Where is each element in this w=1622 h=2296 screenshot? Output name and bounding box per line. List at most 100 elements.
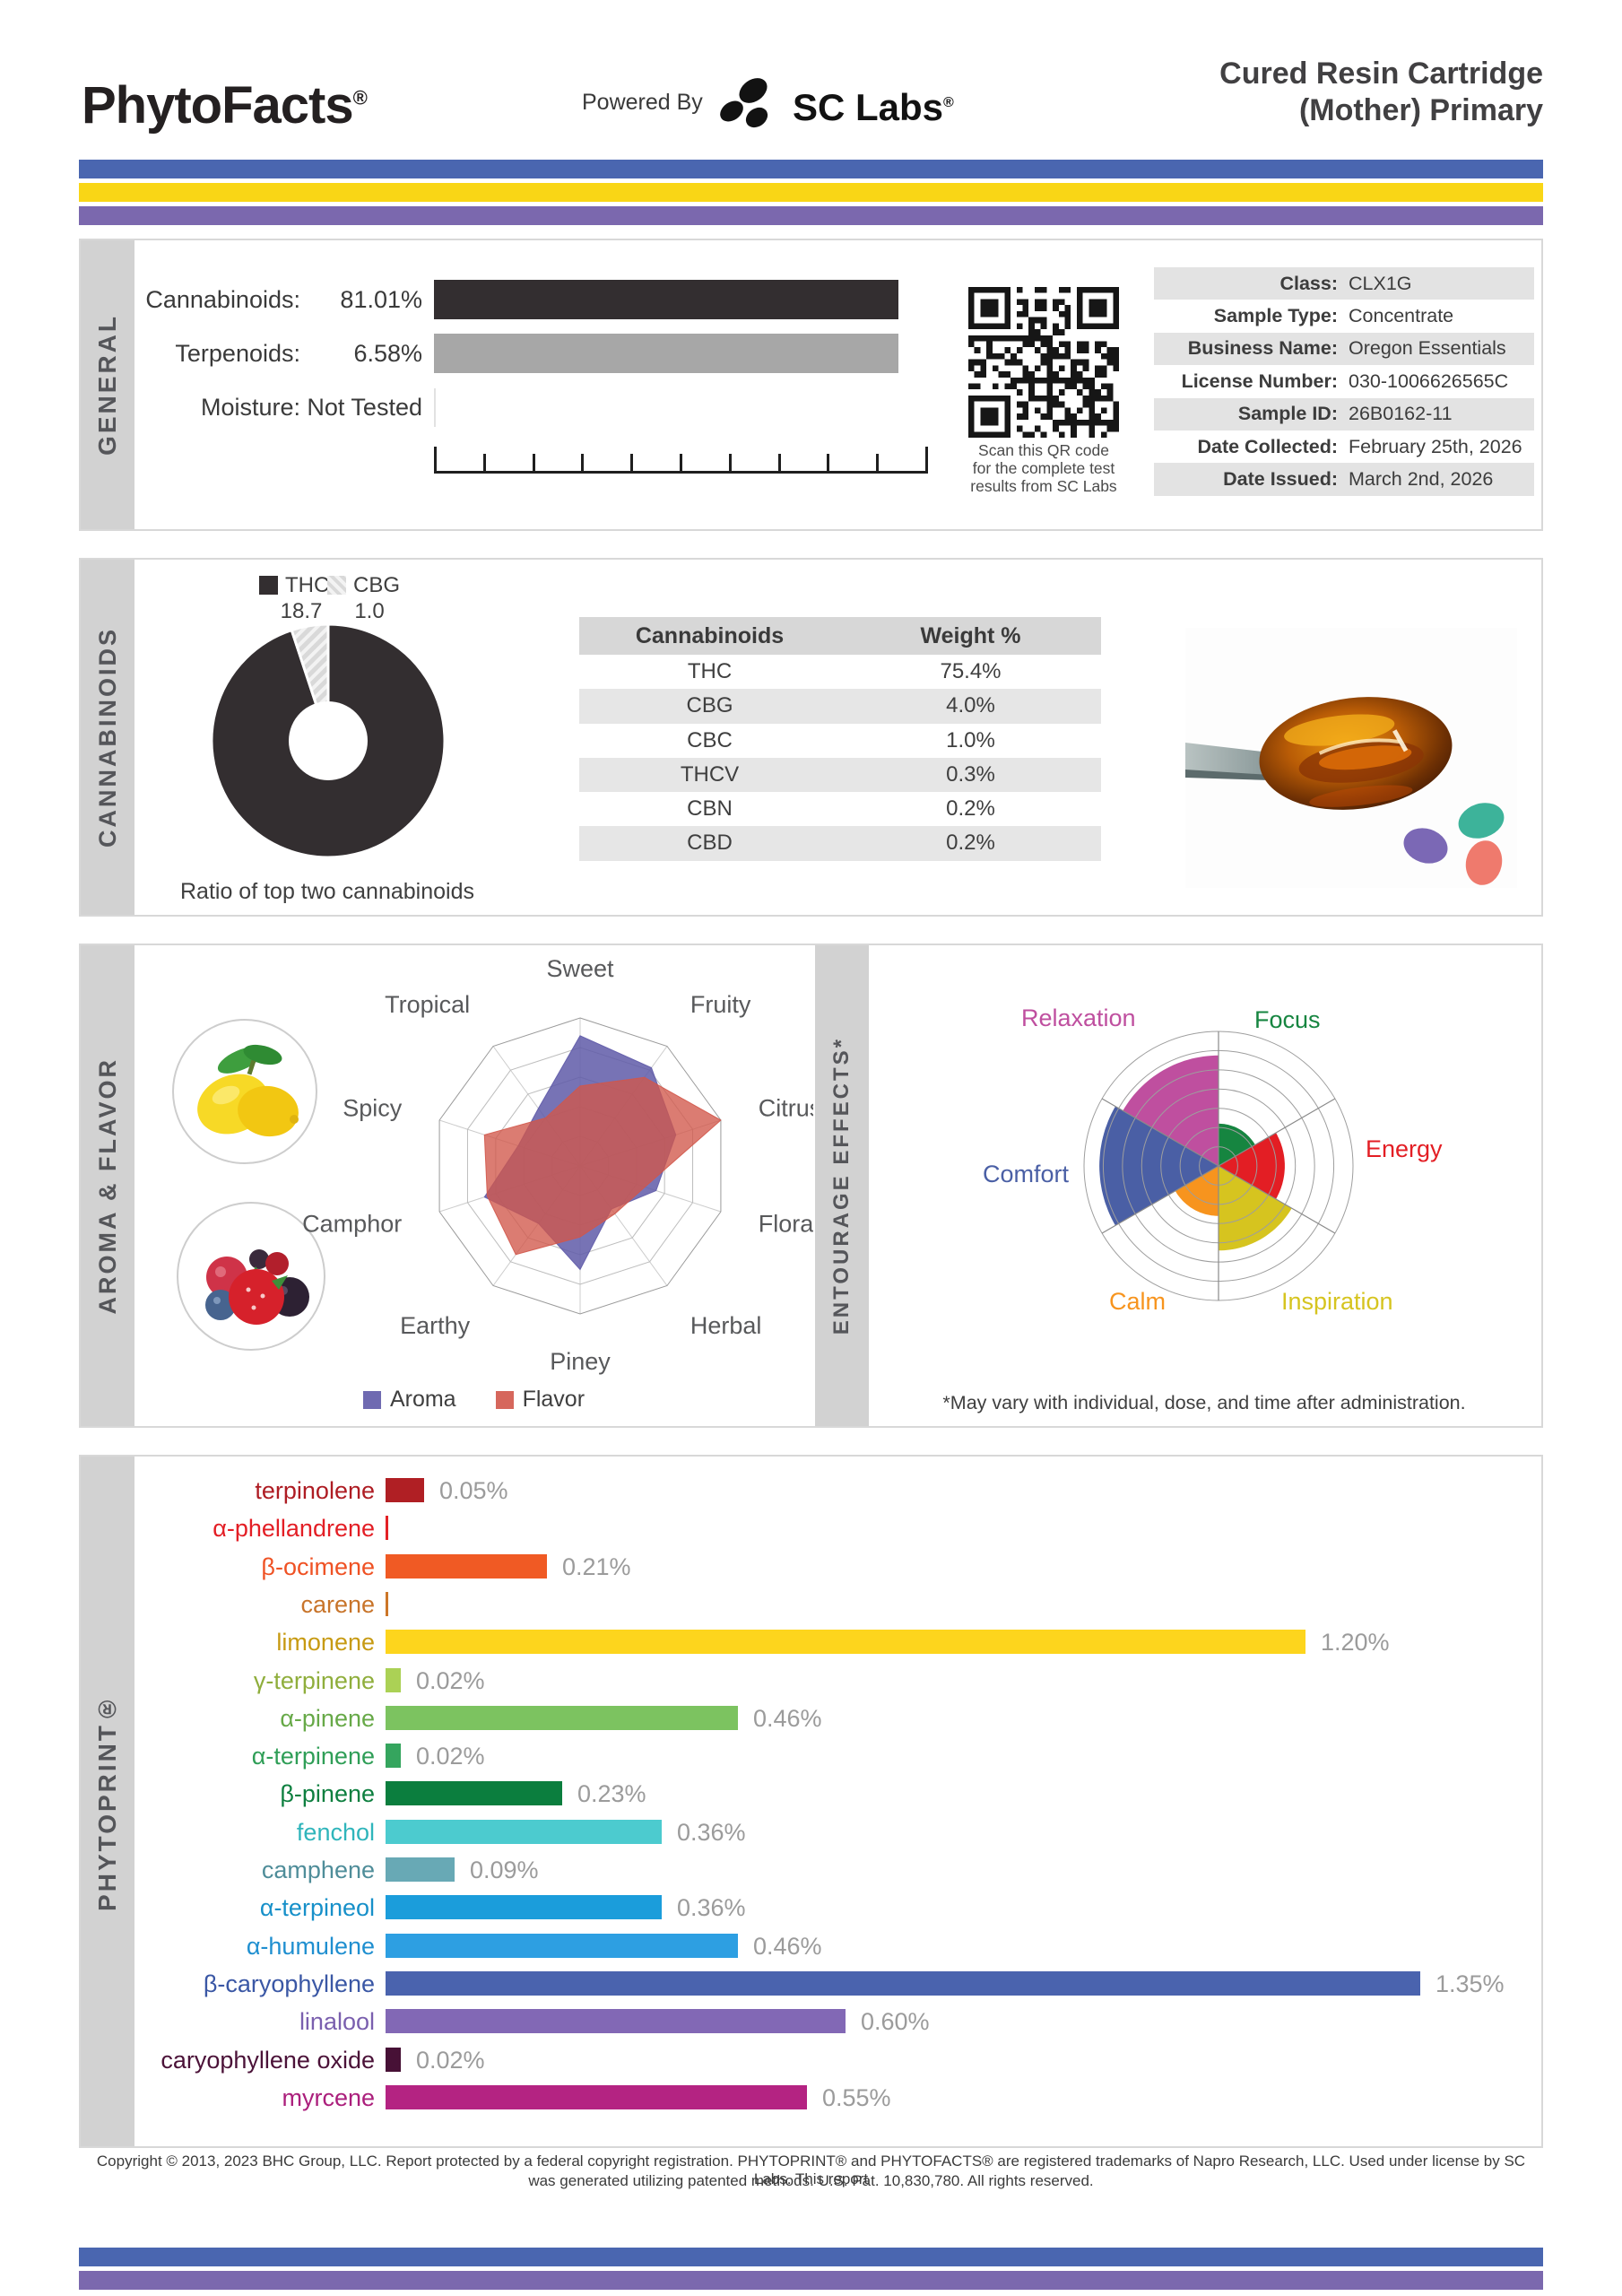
scale-ruler-tick [581, 454, 584, 474]
terpene-label: α-pinene [280, 1704, 375, 1732]
cannabinoid-table-cell: CBN [687, 796, 733, 822]
terpene-bar [386, 1933, 738, 1958]
radar-axis-label: Earthy [400, 1312, 471, 1339]
cannabinoid-table-cell: 1.0% [946, 727, 995, 752]
info-row-value: Concentrate [1349, 305, 1454, 327]
report-title-line2: (Mother) Primary [1298, 93, 1543, 128]
terpene-label: fenchol [296, 1818, 375, 1846]
radar-axis-label: Herbal [690, 1312, 762, 1339]
terpene-value: 0.09% [470, 1857, 539, 1883]
report-title: Cured Resin Cartridge (Mother) Primary [1219, 56, 1543, 130]
info-row-value: 26B0162-11 [1349, 403, 1453, 425]
cannabinoid-table-cell: 4.0% [946, 693, 995, 718]
terpene-bar [386, 1667, 401, 1692]
terpene-bar [386, 1630, 1305, 1655]
terpene-bar [386, 1970, 1420, 1996]
brand-stripe-blue [79, 160, 1543, 178]
resin-blob [1259, 697, 1453, 810]
radar-series-flavor [483, 1076, 722, 1256]
radar-legend-swatch [362, 1390, 381, 1409]
general-metric-label: Cannabinoids: [145, 286, 300, 313]
powered-by-label: Powered By [582, 90, 703, 115]
lab-name-text: SC Labs [793, 86, 944, 128]
terpene-value: 0.60% [861, 2008, 930, 2036]
terpene-label: carene [300, 1590, 375, 1618]
sc-labs-seed-logo-icon [720, 78, 768, 128]
cannabinoids-section-label: CANNABINOIDS [93, 626, 121, 848]
terpene-bar [386, 1819, 662, 1844]
brand-text: PhytoFacts [82, 76, 354, 135]
general-metric-label: Terpenoids: [175, 340, 300, 367]
scale-ruler-tick [778, 454, 781, 474]
info-table-row: Business Name: Oregon Essentials [1154, 332, 1534, 366]
info-row-value: CLX1G [1349, 272, 1412, 294]
qr-caption-line: results from SC Labs [970, 477, 1117, 495]
info-row-label: Date Collected: [1197, 435, 1338, 457]
phytoprint-section: PHYTOPRINT® terpinolene 0.05% α-phellandre… [79, 1455, 1543, 2148]
info-row-value: March 2nd, 2026 [1349, 468, 1494, 491]
general-section: GENERAL Cannabinoids: 81.01% Terpenoids: 6.… [79, 239, 1543, 531]
effect-sector-energy [1219, 1133, 1285, 1199]
terpene-bar [386, 1857, 455, 1882]
sc-labs-wordmark: SC Labs® [793, 86, 954, 129]
radar-axis-label: Sweet [546, 955, 614, 982]
cannabinoid-table-cell: 0.3% [946, 761, 995, 787]
aroma-flavor-section-strip: AROMA & FLAVOR [81, 945, 134, 1426]
terpene-label: terpinolene [255, 1477, 375, 1504]
terpene-value: 0.36% [677, 1894, 746, 1922]
cannabinoid-table-cell: THC [687, 659, 733, 683]
entourage-section-label: ENTOURAGE EFFECTS* [829, 1036, 854, 1335]
scale-ruler-tick [680, 454, 682, 474]
general-metric-value: Not Tested [307, 394, 422, 421]
info-row-label: Class: [1279, 272, 1338, 294]
report-title-line1: Cured Resin Cartridge [1219, 57, 1543, 91]
terpene-value: 0.55% [822, 2083, 891, 2111]
radar-axis-label: Spicy [343, 1094, 403, 1121]
footer-line2: was generated utilizing patented methods… [528, 2172, 1094, 2189]
flavor-image-berries [177, 1202, 325, 1351]
terpene-value: 0.46% [753, 1932, 822, 1960]
terpene-label: β-ocimene [261, 1552, 375, 1580]
donut-legend-name: CBG [353, 573, 401, 597]
effect-sector-calm [1175, 1166, 1219, 1216]
entourage-panel: Focus Energy Inspiration Calm Comfort Relaxat… [867, 945, 1541, 1426]
cannabinoid-table-cell: CBG [686, 693, 733, 718]
effect-label-energy: Energy [1366, 1135, 1443, 1162]
terpene-label: myrcene [282, 2083, 375, 2111]
donut-legend-value: 1.0 [354, 599, 385, 623]
terpene-bar [386, 2047, 401, 2072]
info-row-label: Sample Type: [1213, 305, 1338, 327]
terpene-bar [386, 1744, 401, 1769]
terpene-bar [386, 1516, 388, 1541]
radar-legend-item: Flavor [495, 1387, 585, 1413]
brand-reg-mark: ® [352, 86, 368, 109]
terpene-bar [386, 1781, 562, 1806]
lab-reg-mark: ® [943, 95, 954, 110]
scale-ruler-tick [827, 454, 829, 474]
terpene-label: linalool [299, 2008, 375, 2036]
effect-label-calm: Calm [1109, 1288, 1167, 1315]
radar-legend-label: Flavor [522, 1387, 585, 1412]
radar-legend-item: Aroma [362, 1387, 456, 1413]
general-metric-bar [434, 334, 898, 373]
terpene-bar [386, 2084, 807, 2109]
terpene-bar [386, 1895, 662, 1920]
terpene-value: 0.46% [753, 1704, 822, 1732]
radar-ring [438, 1017, 722, 1315]
info-row-value: 030-1006626565C [1349, 370, 1509, 392]
terpene-label: α-humulene [246, 1932, 375, 1960]
scale-ruler-tick [533, 454, 535, 474]
donut-legend-swatch [259, 576, 278, 595]
terpene-bar [386, 2009, 846, 2034]
info-table-row: License Number: 030-1006626565C [1154, 365, 1534, 398]
qr-code [968, 287, 1119, 438]
info-row-label: Business Name: [1187, 337, 1338, 360]
info-table-row: Sample Type: Concentrate [1154, 300, 1534, 333]
terpene-label: camphene [261, 1857, 375, 1883]
radar-axis-label: Tropical [385, 991, 470, 1018]
radar-axis-label: Camphor [302, 1211, 402, 1238]
info-table-row: Sample ID: 26B0162-11 [1154, 397, 1534, 430]
info-table-row: Date Collected: February 25th, 2026 [1154, 430, 1534, 464]
terpene-label: α-terpinene [251, 1743, 375, 1770]
cannabinoid-table-row: THC 75.4% [579, 655, 1101, 690]
